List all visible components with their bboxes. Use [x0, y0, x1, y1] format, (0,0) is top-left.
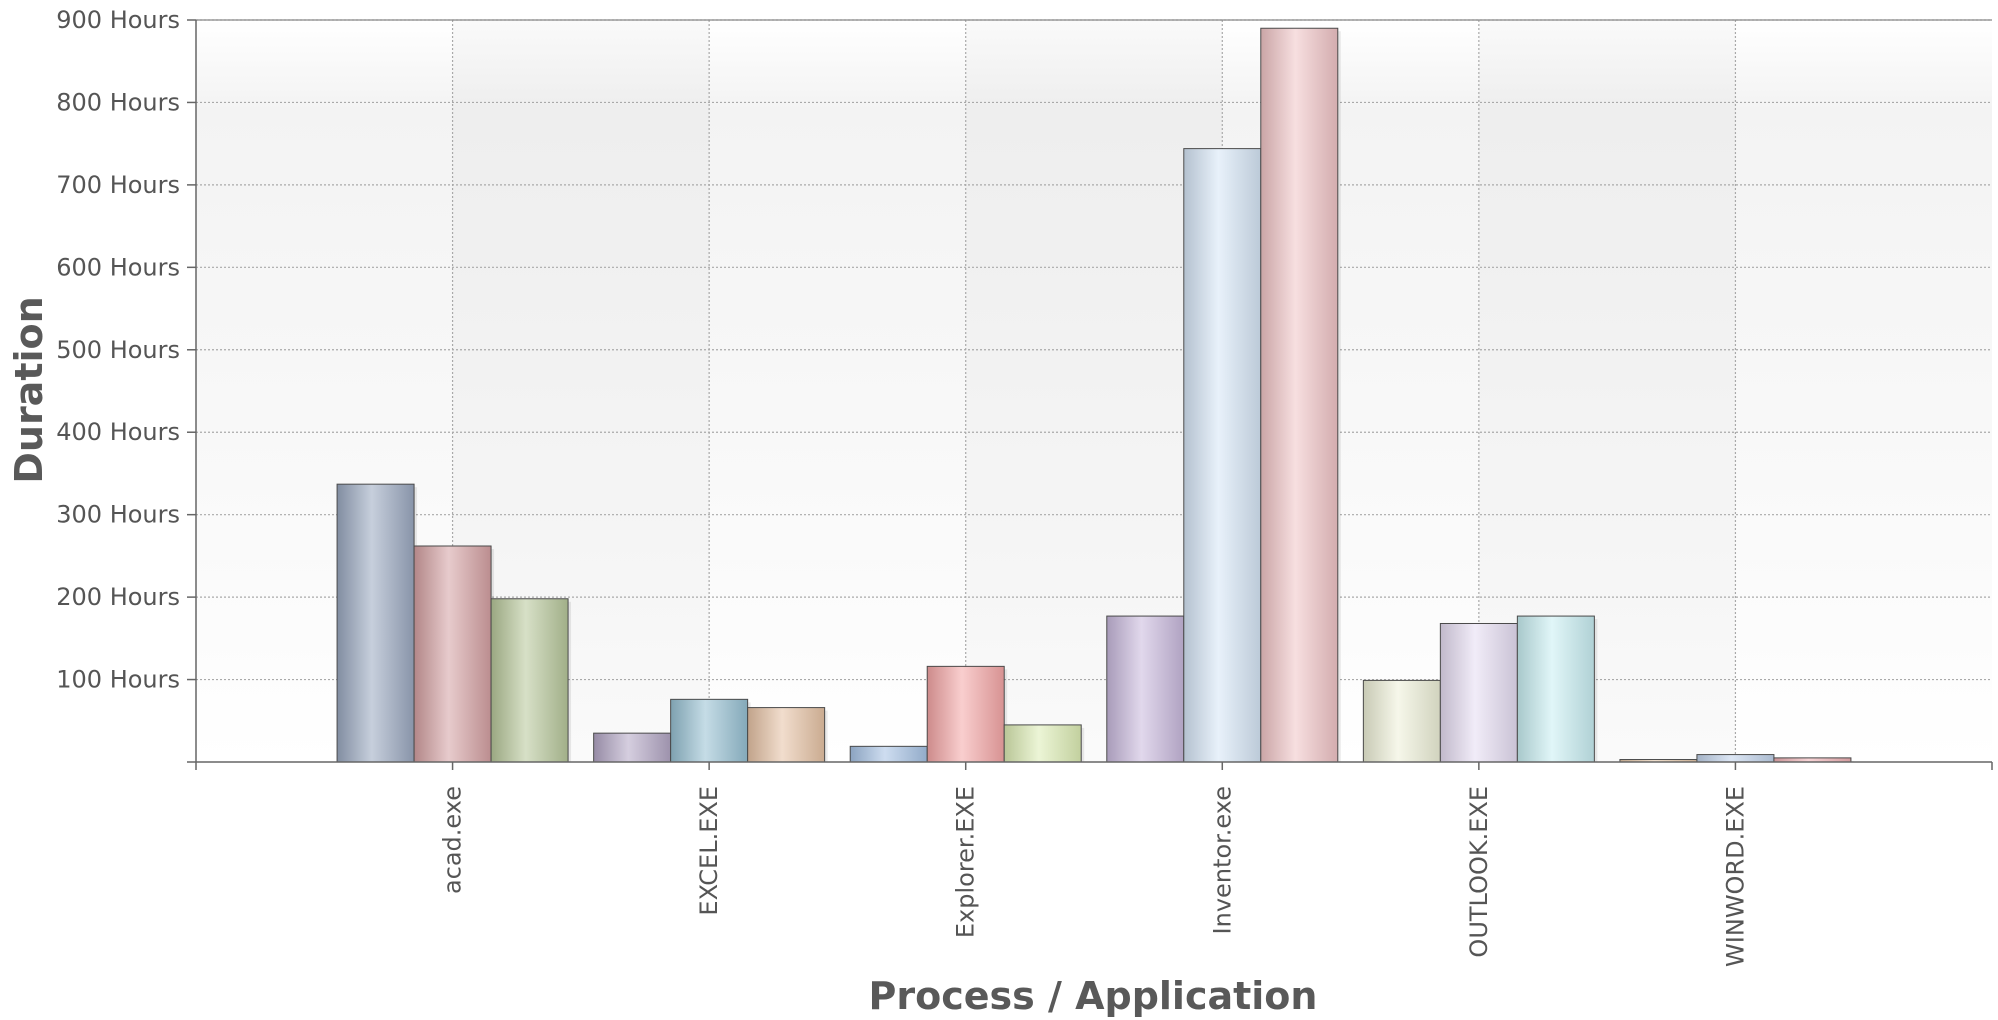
bar	[747, 707, 826, 763]
bar	[336, 483, 415, 763]
bar	[926, 665, 1005, 763]
x-tick-label: EXCEL.EXE	[695, 786, 723, 916]
x-tick-label: OUTLOOK.EXE	[1465, 786, 1493, 958]
bar	[1106, 615, 1185, 763]
bar	[413, 545, 492, 763]
bars	[336, 27, 1854, 763]
bar	[1003, 724, 1082, 763]
bar	[670, 698, 749, 763]
x-tick-label: acad.exe	[439, 786, 467, 894]
y-tick-label: 400 Hours	[56, 418, 180, 446]
bar	[593, 732, 672, 763]
bar	[490, 598, 569, 763]
y-tick-label: 800 Hours	[56, 88, 180, 116]
bar	[1362, 679, 1441, 763]
x-tick-label: Inventor.exe	[1208, 786, 1236, 934]
y-tick-label: 300 Hours	[56, 501, 180, 529]
axes	[187, 19, 1993, 770]
y-axis-title: Duration	[7, 296, 51, 483]
y-tick-label: 900 Hours	[56, 6, 180, 34]
x-tick-label: Explorer.EXE	[952, 786, 980, 938]
bar	[1260, 27, 1339, 763]
bar	[1516, 615, 1595, 763]
bar	[1439, 622, 1518, 763]
y-tick-label: 600 Hours	[56, 253, 180, 281]
x-axis-tick-labels: acad.exe EXCEL.EXE Explorer.EXE Inventor.ex…	[439, 786, 1750, 967]
y-tick-label: 200 Hours	[56, 583, 180, 611]
x-axis-title: Process / Application	[869, 974, 1318, 1018]
y-tick-label: 500 Hours	[56, 336, 180, 364]
x-tick-label: WINWORD.EXE	[1721, 786, 1749, 967]
bar	[849, 745, 928, 763]
y-tick-label: 100 Hours	[56, 666, 180, 694]
bar	[1696, 754, 1775, 763]
bar	[1183, 148, 1262, 763]
y-axis-tick-labels: 100 Hours 200 Hours 300 Hours 400 Hours 500 …	[56, 6, 180, 694]
y-tick-label: 700 Hours	[56, 171, 180, 199]
